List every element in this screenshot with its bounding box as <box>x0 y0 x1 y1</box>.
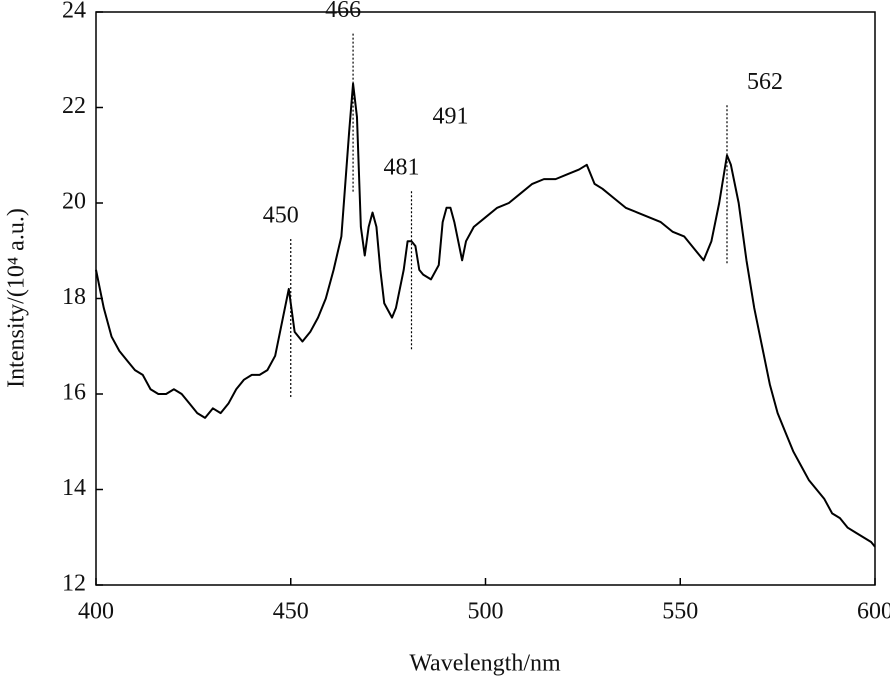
plot-frame <box>95 11 876 586</box>
y-tick-label: 18 <box>62 284 86 310</box>
y-tick-label: 20 <box>62 189 86 215</box>
peak-label: 562 <box>747 69 783 95</box>
y-tick-label: 24 <box>62 0 86 24</box>
y-tick-label: 12 <box>62 571 86 597</box>
x-axis-label: Wavelength/nm <box>409 651 561 677</box>
peak-label: 466 <box>325 0 361 23</box>
x-tick-label: 600 <box>857 599 890 625</box>
y-tick-label: 14 <box>62 475 86 501</box>
x-tick-label: 400 <box>78 599 114 625</box>
peak-label: 491 <box>432 103 468 129</box>
x-tick-label: 450 <box>273 599 309 625</box>
peak-label: 481 <box>383 155 419 181</box>
x-tick-label: 500 <box>468 599 504 625</box>
x-tick-label: 550 <box>662 599 698 625</box>
spectrum-line <box>95 82 876 548</box>
y-tick-label: 16 <box>62 380 86 406</box>
y-tick-label: 22 <box>62 93 86 119</box>
peak-label: 450 <box>263 202 299 228</box>
y-axis-label: Intensity/(10⁴ a.u.) <box>4 208 30 388</box>
